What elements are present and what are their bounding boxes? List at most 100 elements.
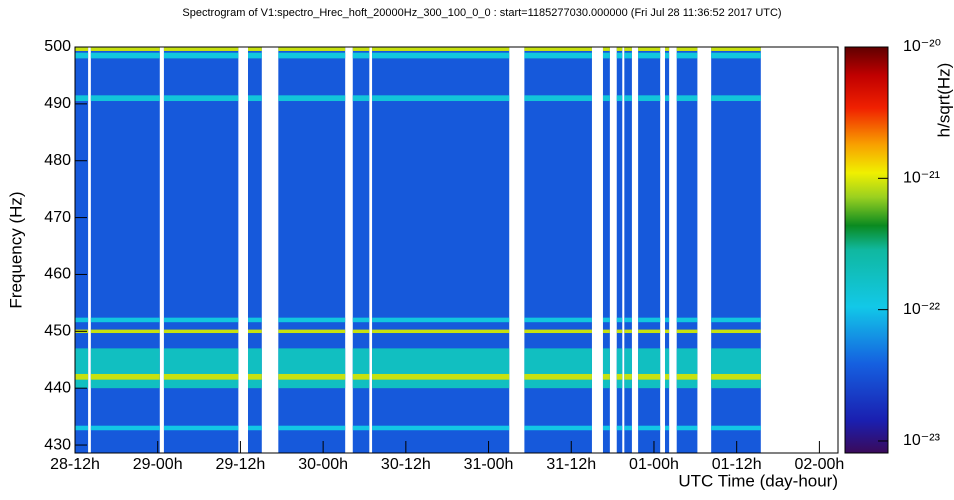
spectral-line bbox=[75, 52, 89, 59]
spectral-line bbox=[372, 52, 510, 59]
spectral-line bbox=[352, 95, 370, 102]
spectral-line bbox=[676, 373, 698, 380]
spectral-line bbox=[163, 329, 239, 334]
spectral-line bbox=[711, 348, 761, 389]
spectral-line bbox=[664, 317, 670, 323]
spectral-line bbox=[352, 348, 370, 389]
spectral-line bbox=[624, 95, 632, 102]
x-tick-label: 01-12h bbox=[712, 456, 762, 473]
x-tick-label: 31-12h bbox=[546, 456, 596, 473]
spectral-line bbox=[616, 52, 623, 59]
spectral-line bbox=[616, 95, 623, 102]
colorbar-tick-label: 10⁻²¹ bbox=[903, 170, 940, 187]
spectral-line bbox=[616, 425, 623, 431]
spectral-line bbox=[664, 425, 670, 431]
spectral-line bbox=[524, 317, 592, 323]
spectral-line bbox=[75, 425, 89, 431]
spectral-line bbox=[624, 52, 632, 59]
spectral-line bbox=[711, 47, 761, 51]
spectral-line bbox=[75, 348, 89, 389]
spectral-line bbox=[638, 329, 661, 334]
spectral-line bbox=[676, 317, 698, 323]
y-tick-label: 440 bbox=[44, 379, 71, 396]
spectral-line bbox=[638, 425, 661, 431]
spectral-line bbox=[638, 317, 661, 323]
y-tick-label: 460 bbox=[44, 266, 71, 283]
spectral-line bbox=[711, 52, 761, 59]
spectral-line bbox=[602, 373, 610, 380]
spectral-line bbox=[75, 373, 89, 380]
data-segment bbox=[372, 47, 510, 453]
spectral-line bbox=[602, 348, 610, 389]
spectral-line bbox=[75, 47, 89, 51]
spectral-line bbox=[90, 317, 160, 323]
spectral-line bbox=[248, 348, 262, 389]
spectral-line bbox=[75, 317, 89, 323]
spectral-line bbox=[602, 52, 610, 59]
data-segment bbox=[90, 47, 160, 453]
data-segment bbox=[75, 47, 89, 453]
spectral-line bbox=[248, 52, 262, 59]
spectral-line bbox=[624, 425, 632, 431]
spectral-line bbox=[664, 95, 670, 102]
x-tick-label: 29-00h bbox=[133, 456, 183, 473]
spectral-line bbox=[524, 95, 592, 102]
spectral-line bbox=[163, 47, 239, 51]
spectral-line bbox=[602, 425, 610, 431]
spectral-line bbox=[278, 373, 346, 380]
spectral-line bbox=[75, 95, 89, 102]
spectral-line bbox=[278, 47, 346, 51]
spectral-line bbox=[676, 329, 698, 334]
spectral-line bbox=[90, 425, 160, 431]
plot-area bbox=[75, 47, 761, 453]
data-segment bbox=[352, 47, 370, 453]
spectral-line bbox=[524, 329, 592, 334]
spectral-line bbox=[616, 47, 623, 51]
spectral-line bbox=[372, 317, 510, 323]
spectral-line bbox=[624, 47, 632, 51]
spectral-line bbox=[352, 317, 370, 323]
spectral-line bbox=[278, 425, 346, 431]
x-tick-label: 02-00h bbox=[794, 456, 844, 473]
spectral-line bbox=[638, 47, 661, 51]
spectral-line bbox=[602, 47, 610, 51]
spectral-line bbox=[90, 329, 160, 334]
data-segment bbox=[248, 47, 262, 453]
spectral-line bbox=[624, 373, 632, 380]
spectral-line bbox=[372, 348, 510, 389]
spectral-line bbox=[602, 329, 610, 334]
spectral-line bbox=[352, 47, 370, 51]
spectral-line bbox=[352, 52, 370, 59]
spectral-line bbox=[90, 373, 160, 380]
spectral-line bbox=[163, 317, 239, 323]
x-tick-label: 30-00h bbox=[298, 456, 348, 473]
spectral-line bbox=[278, 95, 346, 102]
x-tick-label: 31-00h bbox=[464, 456, 514, 473]
y-tick-label: 500 bbox=[44, 38, 71, 55]
spectral-line bbox=[278, 348, 346, 389]
spectral-line bbox=[524, 52, 592, 59]
spectral-line bbox=[524, 47, 592, 51]
y-tick-label: 450 bbox=[44, 323, 71, 340]
data-segment bbox=[616, 47, 623, 453]
spectral-line bbox=[163, 52, 239, 59]
spectral-line bbox=[352, 329, 370, 334]
spectral-line bbox=[638, 52, 661, 59]
spectral-line bbox=[664, 348, 670, 389]
spectral-line bbox=[278, 52, 346, 59]
spectral-line bbox=[372, 47, 510, 51]
spectral-line bbox=[638, 95, 661, 102]
spectral-line bbox=[711, 329, 761, 334]
spectral-line bbox=[638, 348, 661, 389]
spectral-line bbox=[616, 373, 623, 380]
spectral-line bbox=[248, 95, 262, 102]
spectral-line bbox=[90, 47, 160, 51]
spectral-line bbox=[163, 425, 239, 431]
spectral-line bbox=[278, 329, 346, 334]
data-segment bbox=[278, 47, 346, 453]
spectral-line bbox=[248, 47, 262, 51]
spectral-line bbox=[711, 317, 761, 323]
spectral-line bbox=[248, 373, 262, 380]
spectral-line bbox=[676, 348, 698, 389]
